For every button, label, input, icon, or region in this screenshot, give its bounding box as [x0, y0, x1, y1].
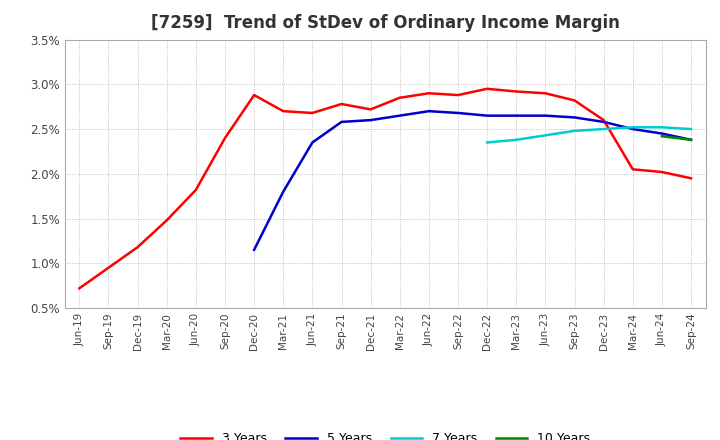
Line: 10 Years: 10 Years — [662, 136, 691, 140]
5 Years — [279, 189, 287, 194]
5 Years — [308, 140, 317, 145]
5 Years — [657, 131, 666, 136]
3 Years — [512, 89, 521, 94]
5 Years — [425, 109, 433, 114]
7 Years — [541, 133, 550, 138]
3 Years — [599, 117, 608, 123]
3 Years — [104, 265, 113, 270]
3 Years — [366, 107, 375, 112]
3 Years — [395, 95, 404, 100]
3 Years — [220, 136, 229, 141]
3 Years — [163, 218, 171, 223]
3 Years — [279, 109, 287, 114]
7 Years — [599, 126, 608, 132]
5 Years — [250, 247, 258, 253]
7 Years — [512, 137, 521, 143]
3 Years — [133, 245, 142, 250]
3 Years — [250, 92, 258, 98]
3 Years — [629, 167, 637, 172]
3 Years — [192, 187, 200, 193]
Legend: 3 Years, 5 Years, 7 Years, 10 Years: 3 Years, 5 Years, 7 Years, 10 Years — [176, 427, 595, 440]
3 Years — [454, 92, 462, 98]
5 Years — [541, 113, 550, 118]
10 Years — [687, 137, 696, 143]
5 Years — [454, 110, 462, 116]
3 Years — [570, 98, 579, 103]
5 Years — [395, 113, 404, 118]
5 Years — [366, 117, 375, 123]
3 Years — [657, 169, 666, 175]
7 Years — [570, 128, 579, 133]
5 Years — [629, 126, 637, 132]
7 Years — [629, 125, 637, 130]
5 Years — [483, 113, 492, 118]
3 Years — [308, 110, 317, 116]
3 Years — [687, 176, 696, 181]
3 Years — [425, 91, 433, 96]
5 Years — [337, 119, 346, 125]
Title: [7259]  Trend of StDev of Ordinary Income Margin: [7259] Trend of StDev of Ordinary Income… — [150, 15, 620, 33]
Line: 5 Years: 5 Years — [254, 111, 691, 250]
7 Years — [657, 125, 666, 130]
3 Years — [337, 101, 346, 106]
3 Years — [541, 91, 550, 96]
5 Years — [512, 113, 521, 118]
Line: 3 Years: 3 Years — [79, 89, 691, 288]
7 Years — [687, 126, 696, 132]
3 Years — [75, 286, 84, 291]
Line: 7 Years: 7 Years — [487, 127, 691, 143]
5 Years — [599, 119, 608, 125]
10 Years — [657, 134, 666, 139]
5 Years — [570, 115, 579, 120]
7 Years — [483, 140, 492, 145]
5 Years — [687, 137, 696, 143]
3 Years — [483, 86, 492, 92]
